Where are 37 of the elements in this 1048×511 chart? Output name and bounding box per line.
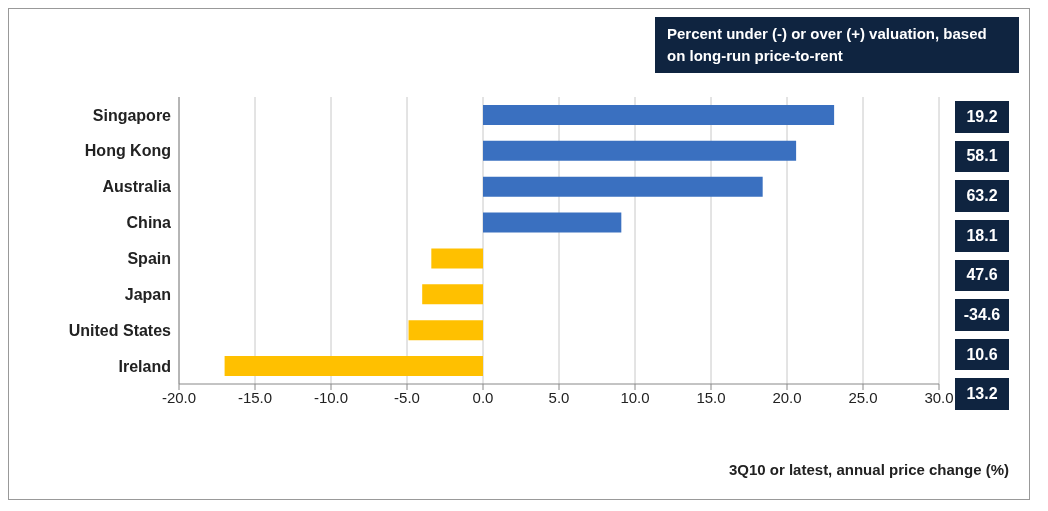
bar — [224, 356, 483, 377]
text: 18.1 — [955, 219, 1009, 252]
x-tick-label: 0.0 — [472, 388, 494, 406]
x-tick-label: 15.0 — [696, 388, 726, 406]
x-tick-label: -5.0 — [394, 388, 420, 406]
y-tick-label: Ireland — [118, 357, 171, 375]
text: -34.6 — [955, 299, 1009, 331]
y-tick-label: Australia — [102, 178, 172, 196]
x-tick-label: 25.0 — [848, 388, 878, 406]
y-tick-label: Spain — [127, 250, 171, 268]
bar — [422, 284, 483, 305]
bar — [483, 104, 835, 125]
text: Percent under (-) or over (+) valuation, based on long-run price-to-rent — [655, 17, 1019, 73]
text: 47.6 — [955, 259, 1009, 292]
y-tick-label: Singapore — [92, 106, 172, 124]
x-tick-label: 5.0 — [548, 388, 570, 406]
x-tick-label: -20.0 — [161, 388, 197, 406]
y-tick-label: United States — [68, 321, 172, 339]
x-tick-label: -10.0 — [313, 388, 349, 406]
text: 58.1 — [955, 140, 1009, 173]
bar — [431, 248, 483, 269]
text: 10.6 — [955, 338, 1009, 371]
x-tick-label: 30.0 — [924, 388, 954, 406]
bar — [483, 212, 622, 233]
y-tick-label: Japan — [124, 285, 171, 303]
bar — [483, 140, 797, 161]
y-tick-label: China — [126, 214, 172, 232]
x-tick-label: 20.0 — [772, 388, 802, 406]
text: 19.2 — [955, 101, 1009, 133]
y-tick-label: Hong Kong — [84, 142, 171, 160]
bar — [483, 176, 763, 197]
x-axis-title: 3Q10 or latest, annual price change (%) — [728, 461, 1009, 478]
text: 13.2 — [955, 378, 1009, 410]
x-tick-label: -15.0 — [237, 388, 273, 406]
text: 63.2 — [955, 180, 1009, 212]
x-tick-label: 10.0 — [620, 388, 650, 406]
bar — [408, 320, 483, 341]
